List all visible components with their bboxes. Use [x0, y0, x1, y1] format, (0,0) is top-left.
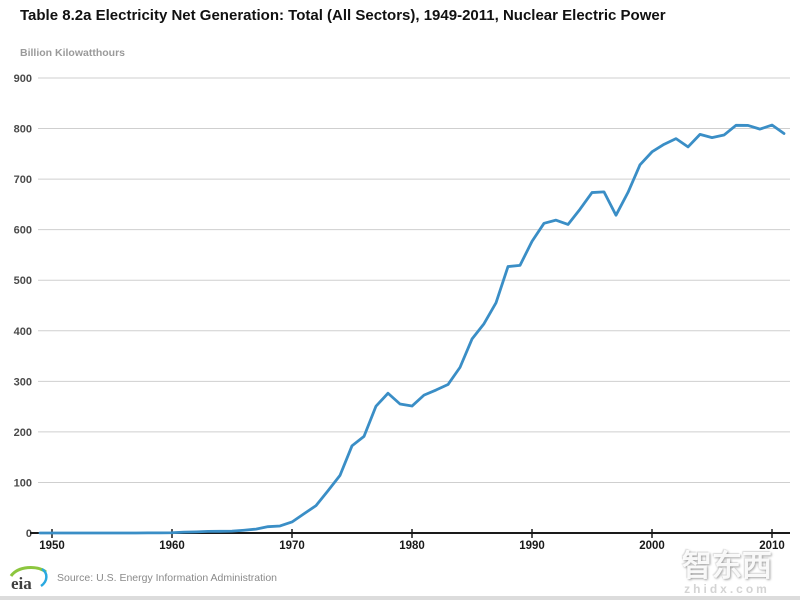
y-tick-label-0: 0	[26, 528, 32, 540]
x-tick-label-1950: 1950	[39, 540, 65, 552]
x-tick-label-1990: 1990	[519, 540, 545, 552]
chart-title: Table 8.2a Electricity Net Generation: T…	[20, 7, 666, 24]
y-tick-label-900: 900	[14, 73, 32, 85]
eia-logo: eia	[9, 566, 48, 593]
eia-logo-blue-swoosh	[40, 567, 48, 588]
source-footer: eia Source: U.S. Energy Information Admi…	[8, 563, 277, 593]
y-axis-units-label: Billion Kilowatthours	[20, 47, 125, 59]
x-tick-label-1970: 1970	[279, 540, 305, 552]
bottom-divider	[0, 596, 800, 600]
y-tick-label-800: 800	[14, 124, 32, 136]
y-tick-label-300: 300	[14, 376, 32, 388]
y-tick-label-400: 400	[14, 326, 32, 338]
x-tick-label-2000: 2000	[639, 540, 665, 552]
source-text: Source: U.S. Energy Information Administ…	[57, 572, 278, 584]
y-tick-label-600: 600	[14, 225, 32, 237]
y-tick-label-200: 200	[14, 427, 32, 439]
series-line-0	[38, 123, 786, 535]
x-tick-label-1960: 1960	[159, 540, 185, 552]
y-tick-label-100: 100	[14, 477, 32, 489]
y-tick-label-500: 500	[14, 275, 32, 287]
eia-logo-text: eia	[11, 574, 32, 593]
y-tick-label-700: 700	[14, 174, 32, 186]
x-tick-label-2010: 2010	[759, 540, 785, 552]
x-tick-label-1980: 1980	[399, 540, 425, 552]
